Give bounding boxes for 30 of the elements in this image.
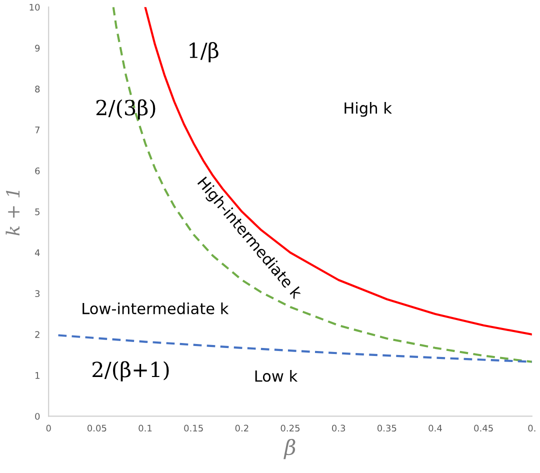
x-tick-label: 0.45 [474,424,493,432]
y-tick-label: 5 [35,208,40,216]
annotation: 2/(3β) [96,99,156,120]
y-axis-title: k + 1 [6,190,20,236]
x-tick-label: 0.25 [280,424,300,432]
y-tick-label: 6 [35,167,40,174]
y-tick-label: 3 [35,290,40,298]
y-tick-label: 7 [35,126,40,134]
y-tick-label: 1 [36,372,40,379]
y-tick-label: 9 [35,44,40,52]
x-tick-label: 0.15 [184,424,203,432]
y-tick-label: 2 [35,331,40,338]
y-tick-label: 0 [35,412,40,420]
x-tick-label: 0.3 [332,424,346,432]
x-tick-label: 0.05 [87,424,106,432]
x-tick-label: 0.35 [377,424,396,432]
y-tick-label: 10 [30,4,40,11]
x-tick-label: 0.2 [235,424,248,432]
x-tick-label: 0. [528,424,536,432]
annotation: High k [344,102,392,117]
y-tick-label: 8 [35,86,40,92]
annotation: Low k [255,370,298,382]
x-tick-label: 0 [46,424,51,432]
annotation: 1/β [190,42,218,62]
x-axis-title: β [284,438,296,460]
annotation: 2/(β+1) [92,361,169,382]
y-tick-label: 4 [34,249,40,256]
x-tick-label: 0.1 [138,424,152,432]
annotation: Low-intermediate k [82,302,229,314]
x-tick-label: 0.4 [428,424,442,432]
